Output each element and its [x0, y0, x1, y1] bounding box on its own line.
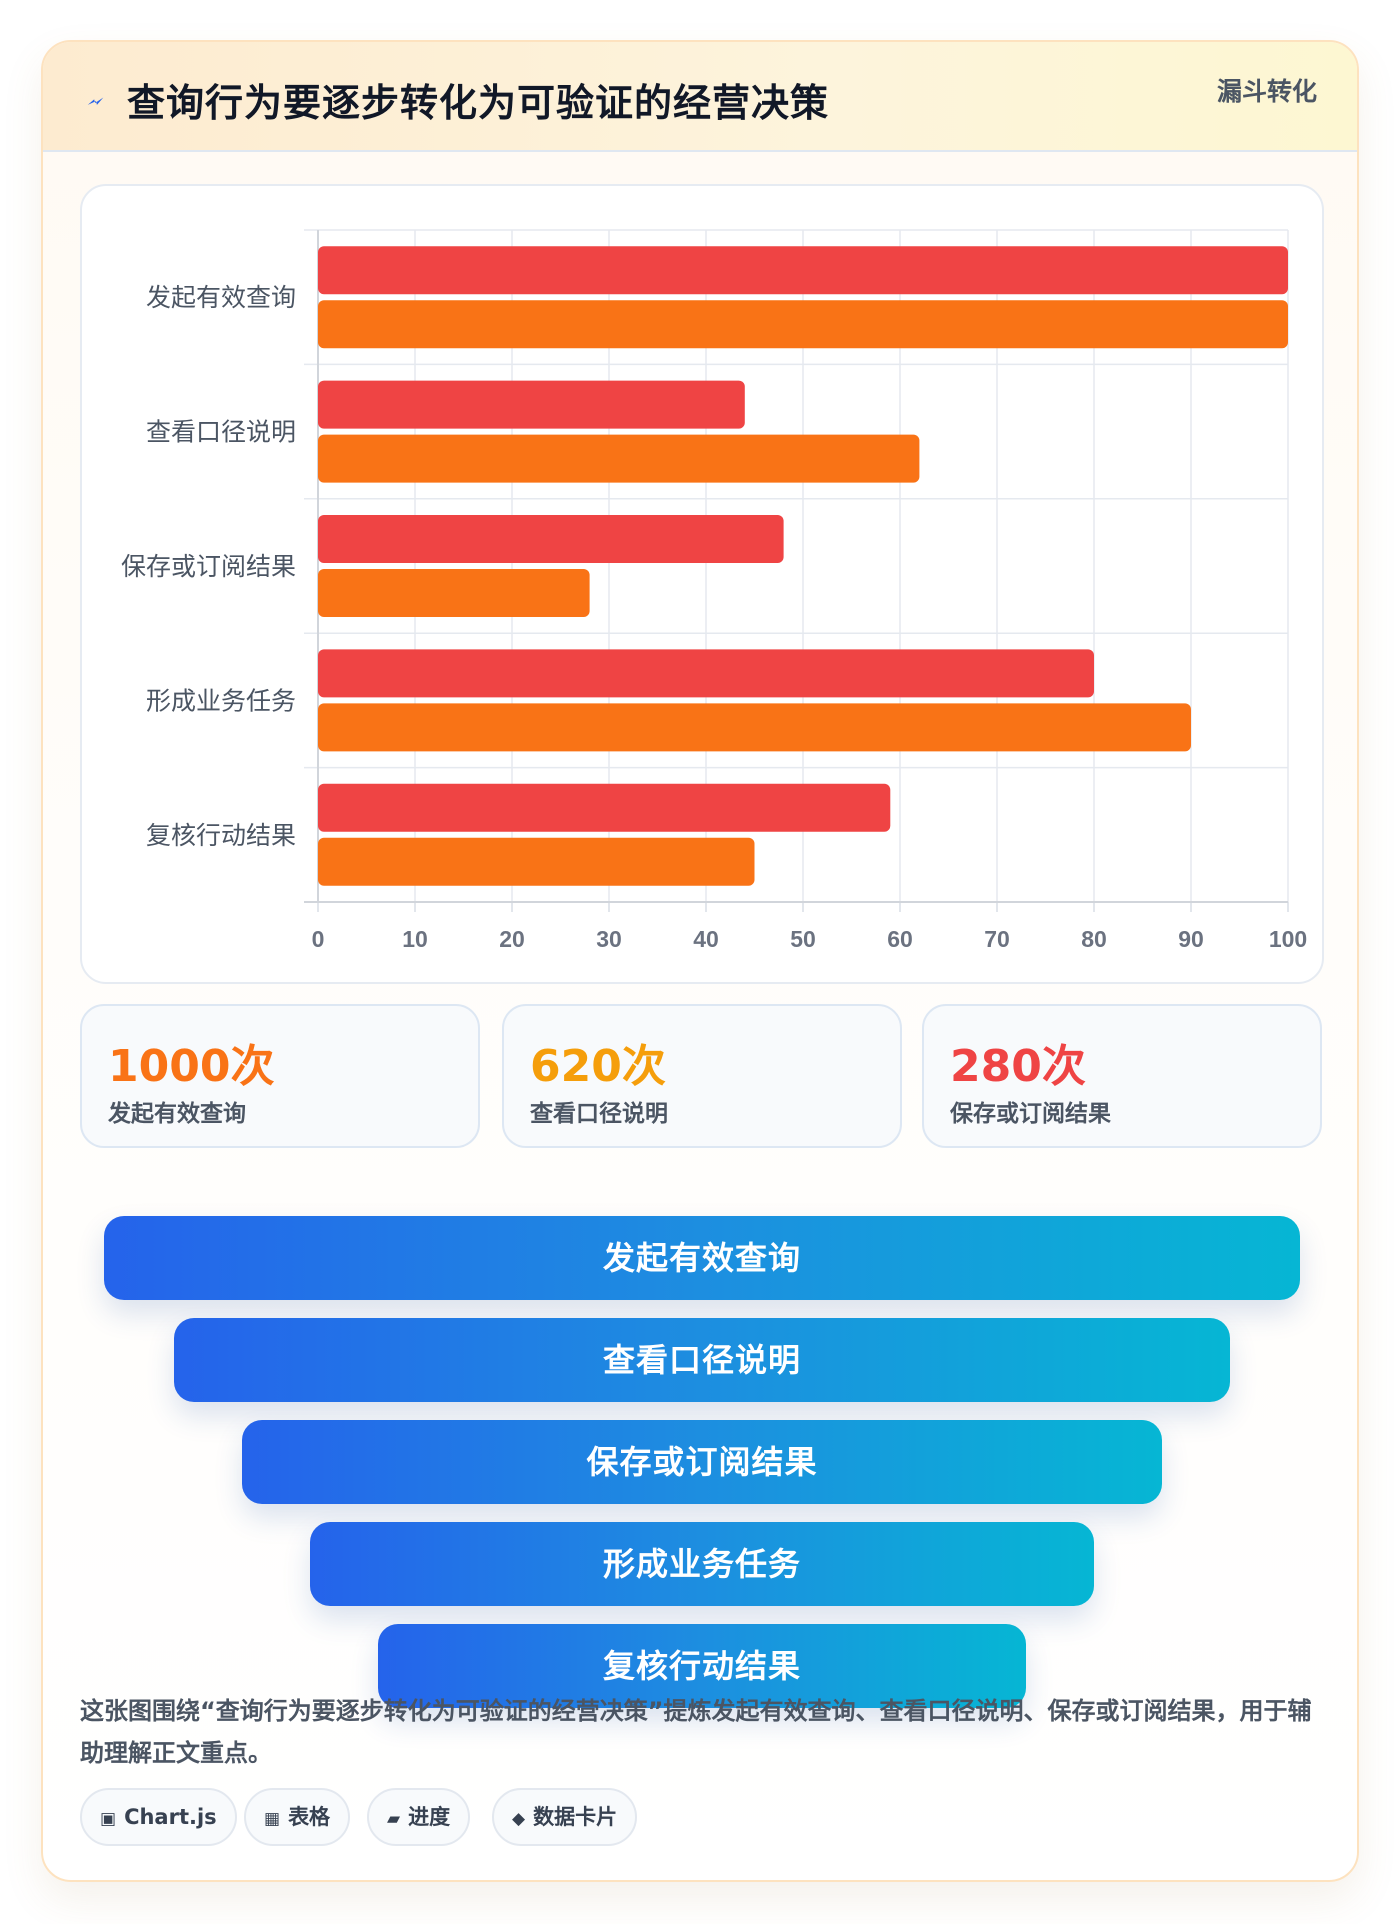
x-tick-label: 60 — [887, 926, 913, 952]
funnel-step: 形成业务任务 — [310, 1522, 1094, 1606]
bar — [318, 380, 745, 429]
stat-label: 保存或订阅结果 — [950, 1101, 1111, 1127]
bar — [318, 649, 1094, 698]
y-tick-label: 发起有效查询 — [146, 283, 296, 312]
stat-label: 查看口径说明 — [530, 1101, 668, 1127]
x-tick-label: 100 — [1269, 926, 1307, 952]
tag-chip-table[interactable]: ▦ 表格 — [244, 1788, 351, 1846]
tag-chip-data-card[interactable]: ◆ 数据卡片 — [492, 1788, 638, 1846]
y-tick-label: 查看口径说明 — [146, 418, 296, 447]
x-tick-label: 90 — [1178, 926, 1204, 952]
y-tick-label: 复核行动结果 — [146, 821, 296, 850]
tag-chip-chartjs[interactable]: ▣ Chart.js — [80, 1788, 237, 1846]
funnel-step: 保存或订阅结果 — [242, 1420, 1162, 1504]
bar-chart: 0 10 20 30 40 50 60 70 80 90 100 发起有效查询查看口径说明保存或订阅结… — [121, 229, 1307, 952]
chart-icon: ▣ — [100, 1809, 117, 1829]
chart-description: 这张图围绕“查询行为要逐步转化为可验证的经营决策”提炼发起有效查询、查看口径说明… — [80, 1697, 1312, 1767]
stat-card: 280次 保存或订阅结果 — [922, 1004, 1322, 1148]
chip-label: Chart.js — [124, 1805, 217, 1829]
bar — [318, 300, 1288, 349]
funnel-step: 查看口径说明 — [174, 1318, 1230, 1402]
stat-value: 280次 — [950, 1041, 1086, 1092]
x-tick-label: 30 — [596, 926, 622, 952]
stat-label: 发起有效查询 — [108, 1101, 246, 1127]
chip-label: 表格 — [288, 1805, 331, 1829]
bar — [318, 837, 755, 886]
x-tick-label: 0 — [312, 926, 325, 952]
lightning-icon — [87, 97, 104, 105]
funnel-step: 发起有效查询 — [104, 1216, 1300, 1300]
x-tick-label: 70 — [984, 926, 1010, 952]
y-tick-label: 保存或订阅结果 — [121, 552, 296, 581]
tag-chip-progress[interactable]: ▰ 进度 — [367, 1788, 471, 1846]
chip-label: 进度 — [408, 1805, 451, 1829]
y-tick-label: 形成业务任务 — [146, 686, 296, 715]
x-tick-label: 50 — [790, 926, 816, 952]
stat-cards: 1000次 发起有效查询 620次 查看口径说明 280次 保存或订阅结果 — [80, 1004, 1324, 1148]
bar — [318, 703, 1191, 752]
table-icon: ▦ — [264, 1809, 281, 1829]
chip-label: 数据卡片 — [533, 1805, 618, 1829]
x-tick-label: 20 — [499, 926, 525, 952]
x-tick-label: 10 — [402, 926, 428, 952]
bar — [318, 569, 590, 617]
diamond-icon: ◆ — [512, 1809, 526, 1829]
card-header: 查询行为要逐步转化为可验证的经营决策 漏斗转化 — [43, 42, 1357, 152]
stat-value: 1000次 — [108, 1041, 275, 1092]
x-tick-label: 40 — [693, 926, 719, 952]
page-title: 查询行为要逐步转化为可验证的经营决策 — [127, 81, 830, 125]
category-tag: 漏斗转化 — [1216, 77, 1317, 106]
bar-chart-panel: 0 10 20 30 40 50 60 70 80 90 100 发起有效查询 查看口径说明保存或订阅结… — [80, 184, 1324, 984]
funnel-diagram: 发起有效查询 查看口径说明 保存或订阅结果 形成业务任务 复核行动结果 — [43, 1172, 1357, 1708]
stat-card: 620次 查看口径说明 — [502, 1004, 902, 1148]
progress-icon: ▰ — [387, 1809, 401, 1829]
stat-card: 1000次 发起有效查询 — [80, 1004, 480, 1148]
funnel-step: 复核行动结果 — [378, 1624, 1026, 1708]
infographic-card: 查询行为要逐步转化为可验证的经营决策 漏斗转化 0 10 20 30 40 50 60 70 8… — [41, 40, 1359, 1882]
x-tick-label: 80 — [1081, 926, 1107, 952]
bar — [318, 515, 784, 563]
bar — [318, 246, 1288, 295]
stat-value: 620次 — [530, 1041, 666, 1092]
bar — [318, 434, 920, 483]
bar — [318, 783, 891, 832]
